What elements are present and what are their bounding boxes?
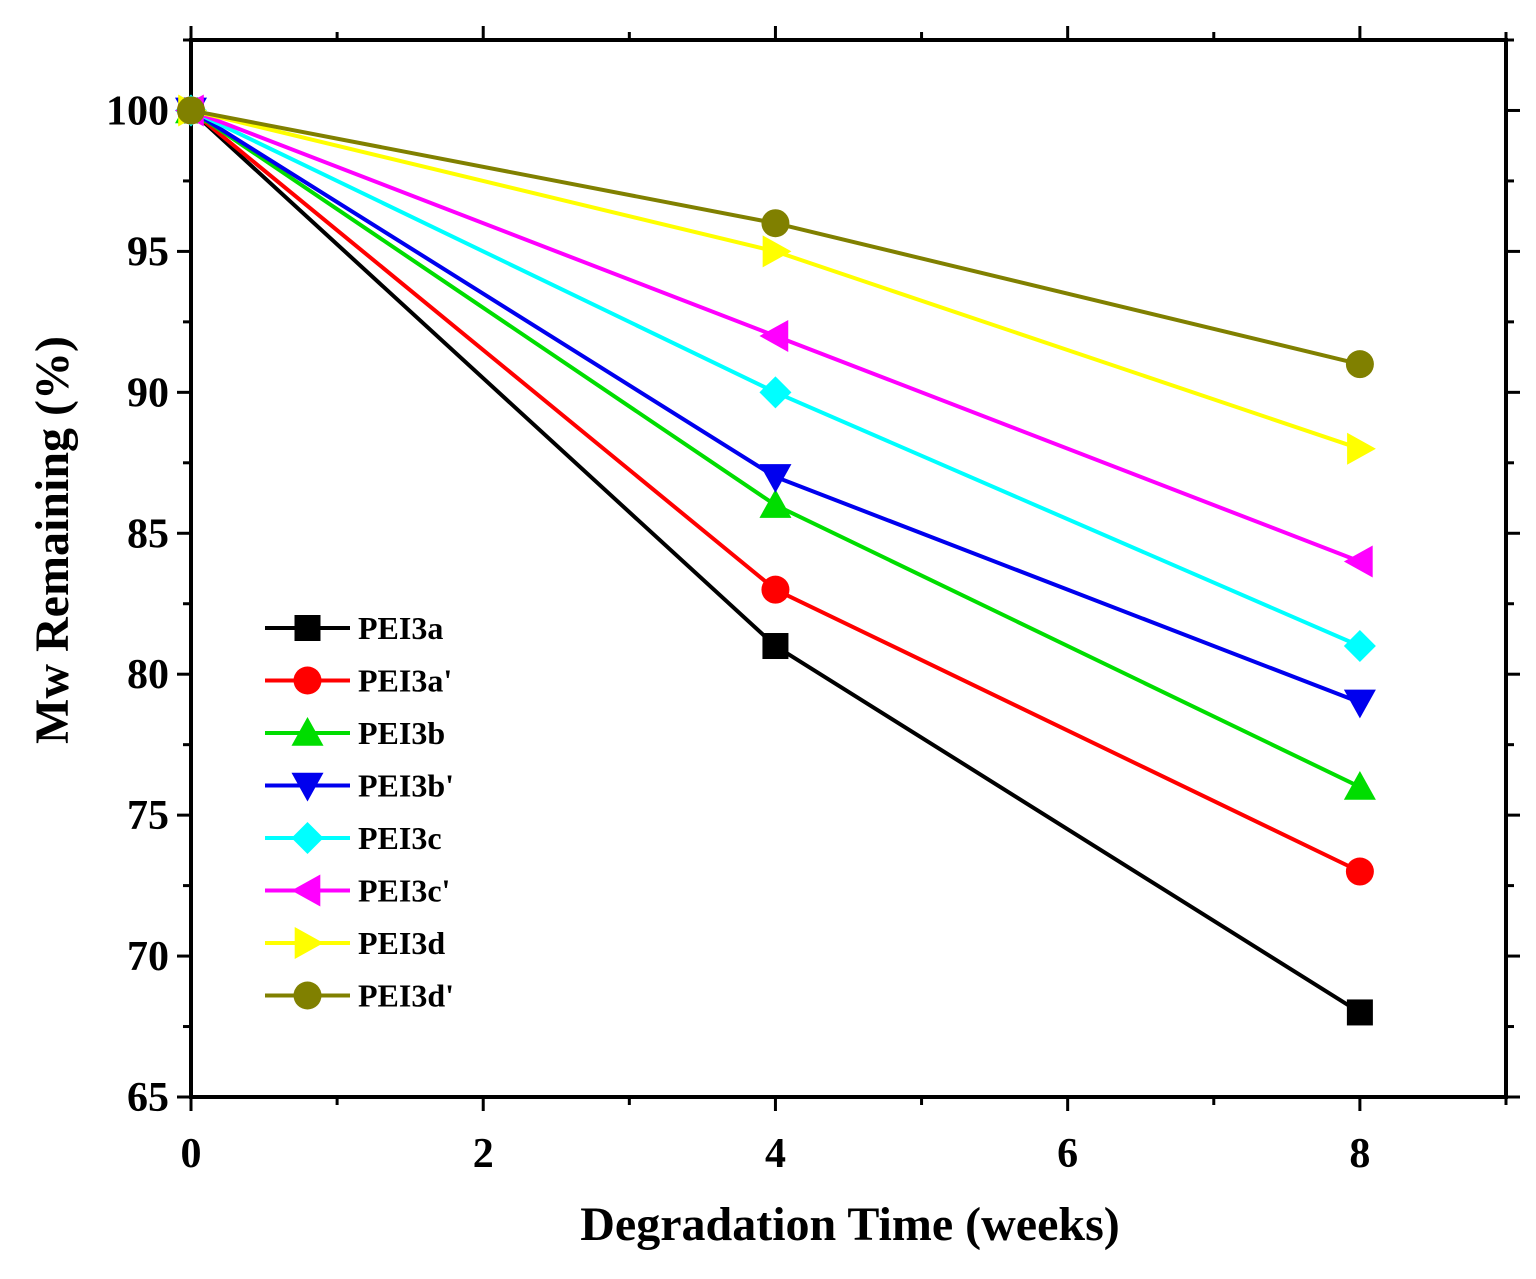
- legend-label: PEI3d': [358, 978, 454, 1014]
- legend-item: PEI3a': [265, 663, 452, 699]
- x-tick-label: 2: [473, 1131, 494, 1177]
- plot-frame: [189, 38, 1508, 1099]
- x-tick-label: 0: [181, 1131, 202, 1177]
- y-tick-label: 100: [106, 88, 169, 134]
- data-point: [1347, 432, 1376, 465]
- data-point: [1343, 630, 1376, 663]
- legend-item: PEI3a: [265, 610, 443, 646]
- data-point: [1343, 770, 1376, 800]
- data-point: [177, 96, 205, 125]
- data-point: [1346, 999, 1373, 1026]
- legend-marker: [291, 874, 321, 907]
- legend-marker: [291, 772, 324, 802]
- legend-item: PEI3c': [265, 873, 450, 909]
- legend-label: PEI3a': [358, 663, 452, 699]
- legend-label: PEI3c': [358, 873, 450, 909]
- series-pei3b-prime: [175, 97, 1376, 719]
- data-point: [761, 209, 790, 238]
- legend-label: PEI3b: [358, 715, 445, 751]
- series-pei3b: [175, 94, 1376, 800]
- legend-item: PEI3b': [265, 768, 454, 804]
- legend-marker: [293, 666, 322, 695]
- data-point: [1343, 545, 1373, 578]
- legend-marker: [294, 615, 321, 641]
- legend-item: PEI3c: [265, 820, 442, 856]
- y-tick-label: 90: [127, 370, 169, 416]
- series-pei3d-prime: [177, 96, 1374, 379]
- data-point: [761, 575, 790, 604]
- legend-label: PEI3d: [358, 925, 445, 961]
- legend-marker: [291, 717, 324, 746]
- legend-marker: [291, 822, 324, 854]
- data-point: [762, 633, 789, 660]
- data-point: [1345, 350, 1374, 379]
- y-tick-label: 85: [127, 511, 169, 557]
- data-point: [759, 319, 789, 352]
- series-pei3d: [178, 94, 1376, 465]
- legend-label: PEI3b': [358, 768, 454, 804]
- data-point: [759, 489, 792, 518]
- legend-label: PEI3a: [358, 610, 443, 646]
- legend-item: PEI3b: [265, 715, 445, 751]
- series-layer: [175, 94, 1376, 1026]
- data-point: [759, 376, 792, 409]
- y-tick-label: 95: [127, 229, 169, 275]
- data-point: [762, 235, 792, 268]
- x-tick-label: 8: [1349, 1131, 1370, 1177]
- legend-marker: [294, 927, 324, 959]
- y-tick-label: 75: [127, 793, 169, 839]
- legend-item: PEI3d': [265, 978, 454, 1014]
- legend-item: PEI3d: [265, 925, 445, 961]
- axes-layer: 0 2 4 6 8 65 70 75 80 85 90 95 100: [106, 26, 1520, 1177]
- legend: PEI3a PEI3a' PEI3b PEI3b' PEI3c PEI3c' PEI3d PE…: [265, 610, 454, 1014]
- series-line: [190, 108, 1361, 367]
- data-point: [1345, 857, 1374, 886]
- y-tick-label: 70: [127, 934, 169, 980]
- y-axis-title: Mw Remaining (%): [26, 336, 79, 744]
- y-tick-label: 65: [127, 1075, 169, 1121]
- x-tick-label: 4: [765, 1131, 786, 1177]
- data-point: [759, 464, 792, 493]
- x-axis-title: Degradation Time (weeks): [580, 1198, 1120, 1251]
- x-tick-label: 6: [1057, 1131, 1078, 1177]
- legend-marker: [293, 981, 322, 1010]
- data-point: [1343, 689, 1376, 719]
- y-tick-label: 80: [127, 652, 169, 698]
- legend-label: PEI3c: [358, 820, 442, 856]
